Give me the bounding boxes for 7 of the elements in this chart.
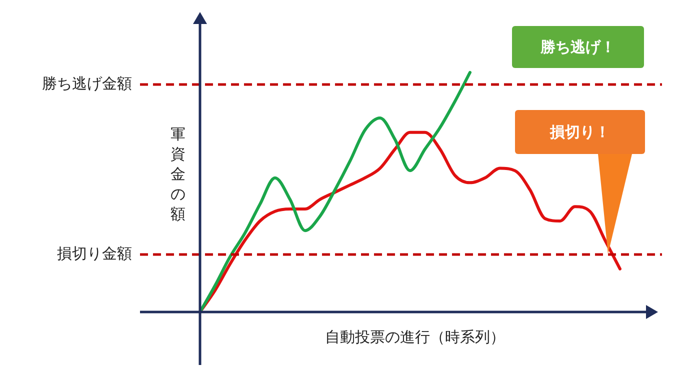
y-axis-title: 軍資金の額 (170, 124, 186, 223)
speech-bubble: 損切り！ (515, 110, 645, 254)
annotation: 損切り！ (515, 110, 645, 154)
speech-bubble: 勝ち逃げ！ (512, 26, 644, 68)
x-axis-title: 自動投票の進行（時系列） (325, 328, 505, 346)
ref-line-label: 勝ち逃げ金額 (42, 74, 132, 92)
ref-line-label: 損切り金額 (57, 244, 132, 262)
